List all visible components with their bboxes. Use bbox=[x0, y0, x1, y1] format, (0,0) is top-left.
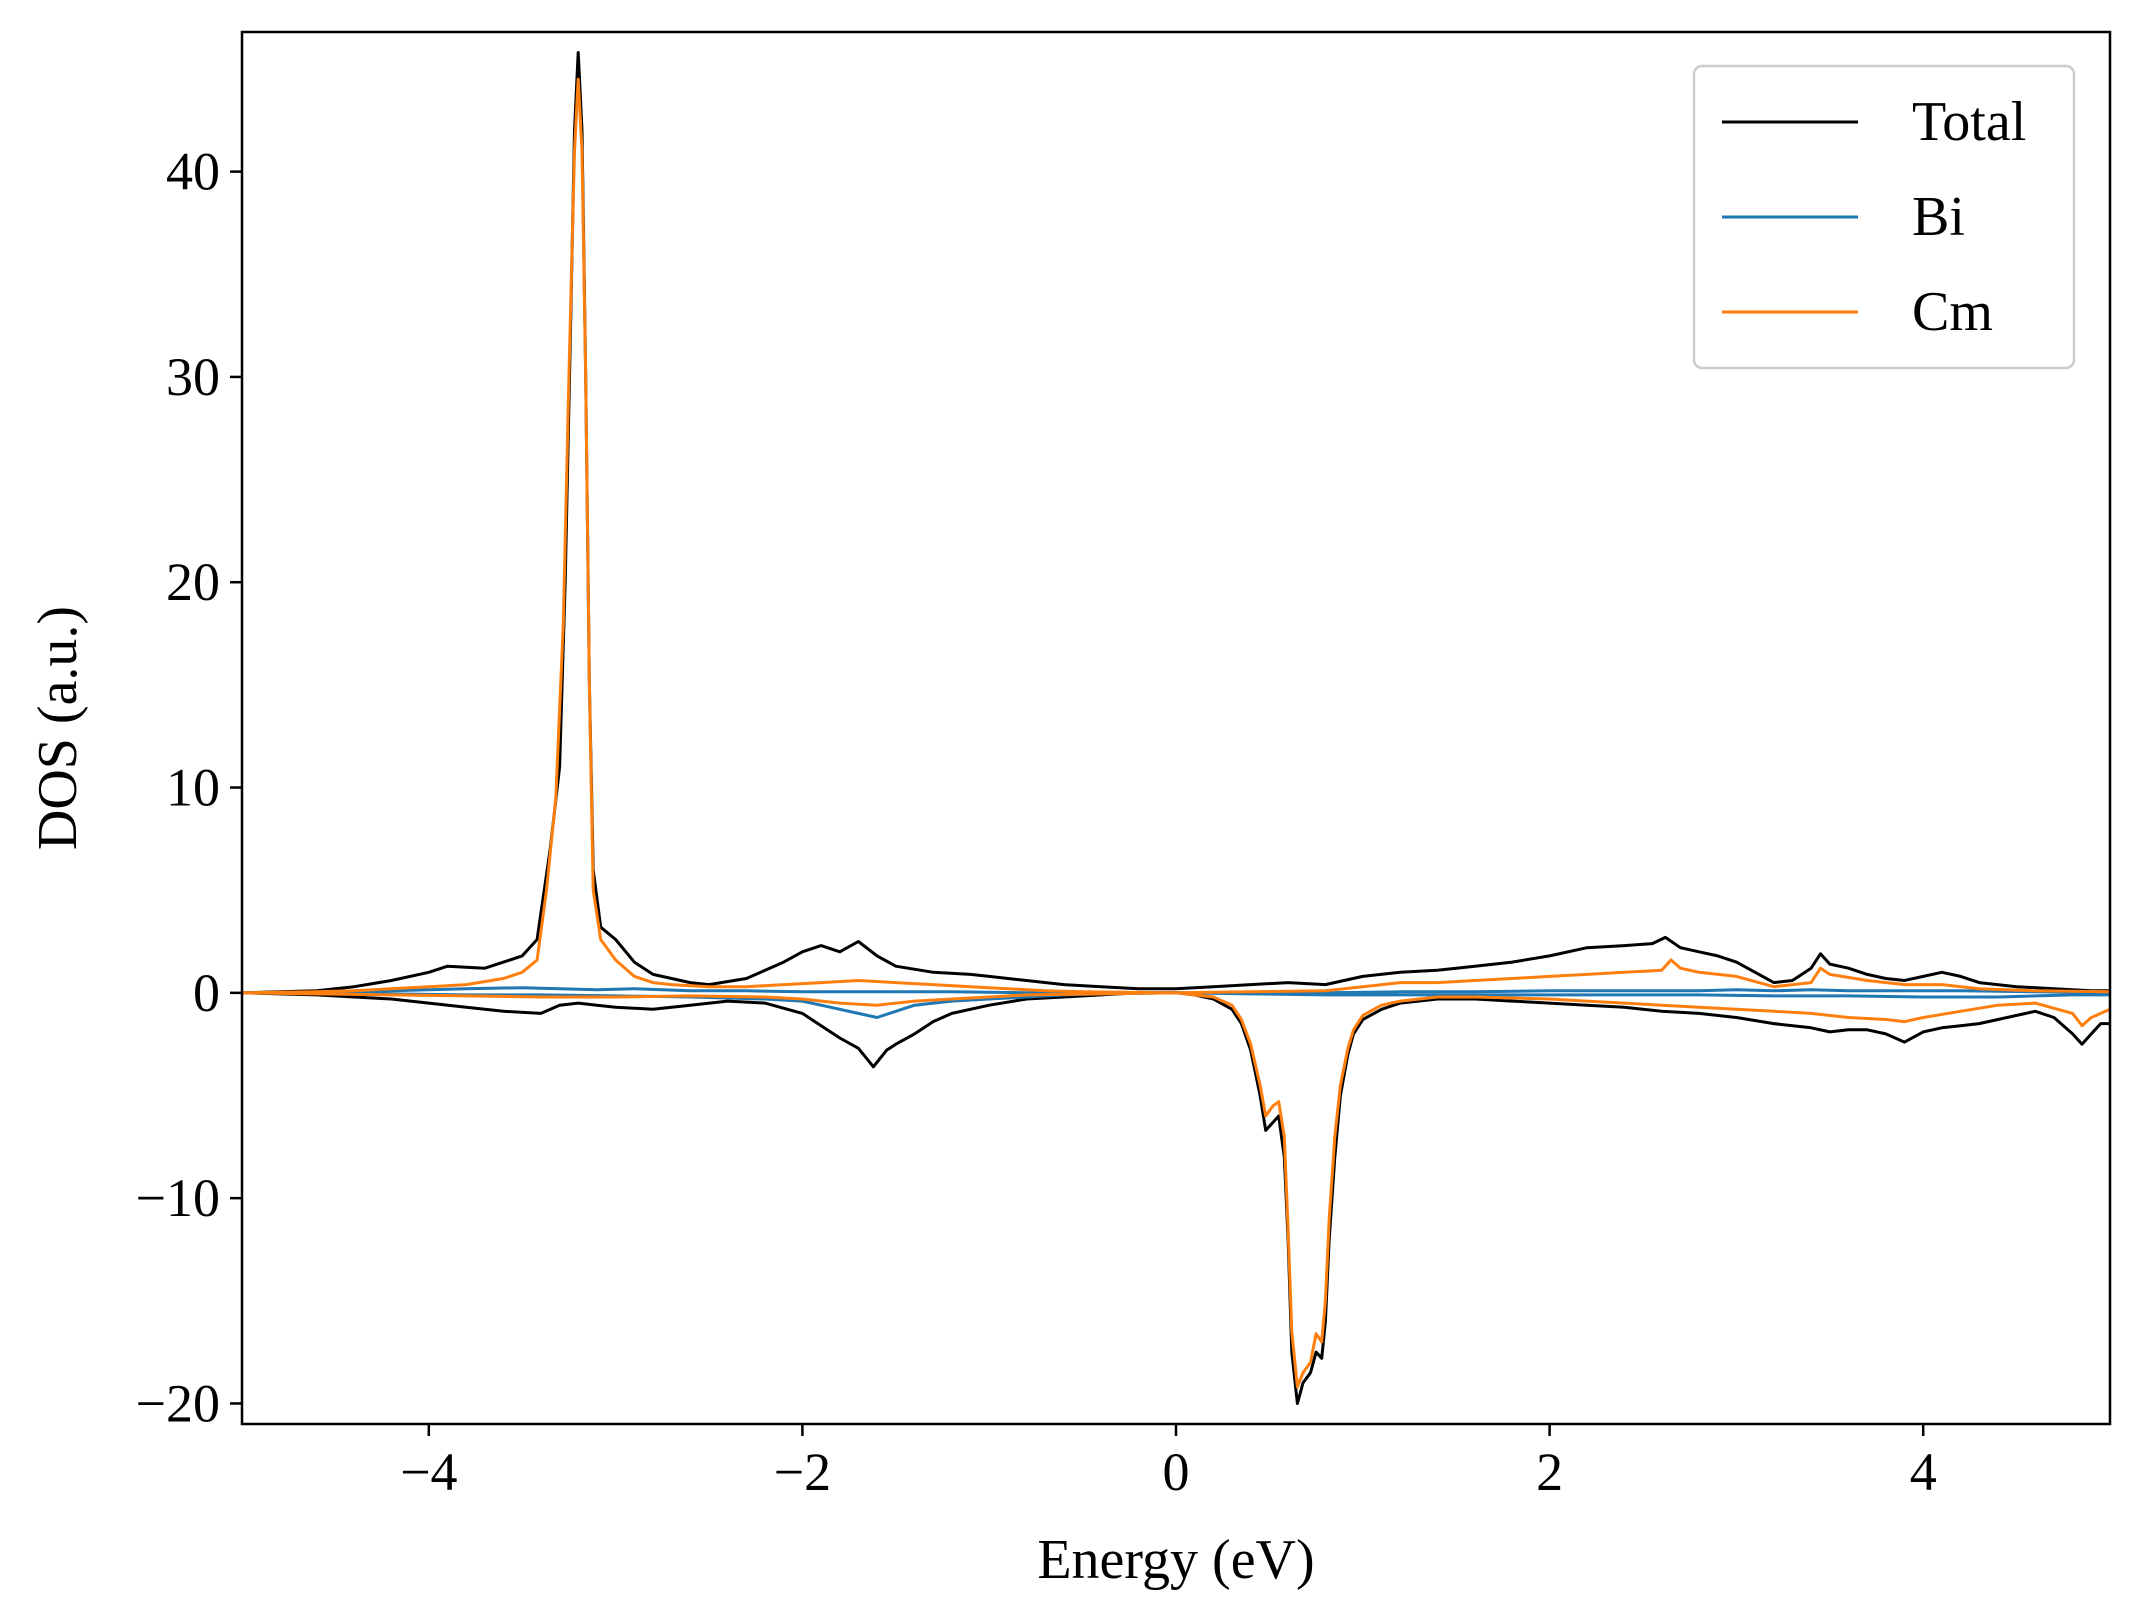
legend: Total Bi Cm bbox=[1692, 64, 2076, 370]
y-tick-label: 10 bbox=[166, 758, 220, 818]
y-axis-label: DOS (a.u.) bbox=[27, 606, 89, 850]
legend-label-cm: Cm bbox=[1912, 281, 1993, 343]
legend-items: Total Bi Cm bbox=[1722, 91, 2026, 343]
x-ticks: −4 −2 0 2 4 bbox=[400, 1424, 1937, 1502]
x-tick-label: 0 bbox=[1163, 1442, 1190, 1502]
x-tick-label: 4 bbox=[1910, 1442, 1937, 1502]
legend-box bbox=[1692, 64, 2076, 370]
legend-label-total: Total bbox=[1912, 91, 2026, 153]
legend-label-bi: Bi bbox=[1912, 186, 1965, 248]
series-line-cm-down bbox=[241, 991, 2111, 1389]
y-tick-label: −10 bbox=[136, 1168, 220, 1228]
x-tick-label: −4 bbox=[400, 1442, 457, 1502]
y-tick-label: 30 bbox=[166, 347, 220, 407]
y-tick-label: −20 bbox=[136, 1373, 220, 1433]
y-tick-label: 20 bbox=[166, 552, 220, 612]
y-tick-label: 0 bbox=[193, 963, 220, 1023]
x-axis-label: Energy (eV) bbox=[1037, 1529, 1314, 1591]
y-ticks: −20 −10 0 10 20 30 40 bbox=[136, 142, 242, 1433]
x-tick-label: −2 bbox=[774, 1442, 831, 1502]
y-tick-label: 40 bbox=[166, 142, 220, 202]
x-tick-label: 2 bbox=[1536, 1442, 1563, 1502]
series-line-cm-up bbox=[241, 77, 2111, 995]
series-line-total-down bbox=[241, 991, 2110, 1405]
series-layer bbox=[241, 51, 2111, 1405]
